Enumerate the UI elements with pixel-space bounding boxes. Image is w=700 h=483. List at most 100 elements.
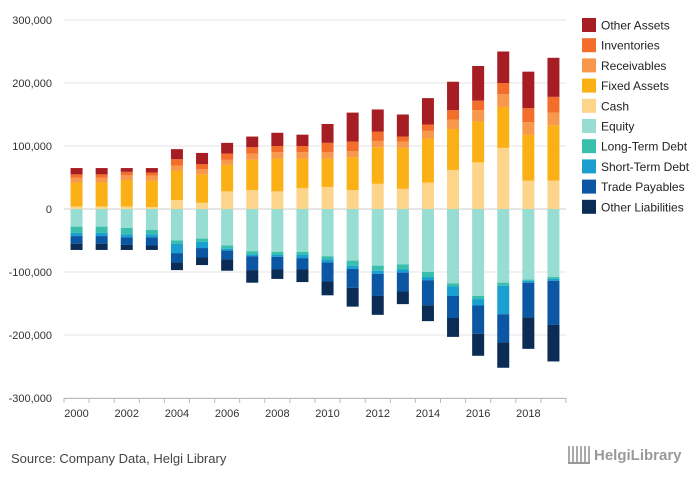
bar-segment <box>396 269 409 273</box>
bar-segment <box>547 280 560 325</box>
bar-segment <box>396 291 409 305</box>
x-tick-label: 2006 <box>215 408 239 420</box>
bar-segment <box>296 269 309 283</box>
bar-segment <box>371 295 384 315</box>
bar-segment <box>346 190 359 209</box>
legend-label: Equity <box>601 120 634 134</box>
bar-segment <box>120 180 133 207</box>
bar-segment <box>447 286 460 296</box>
legend-label: Short-Term Debt <box>601 160 690 174</box>
bar-segment <box>120 168 133 172</box>
bar-segment <box>547 96 560 113</box>
bar-segment <box>145 237 158 246</box>
bar-segment <box>120 171 133 175</box>
bar-segment <box>447 295 460 318</box>
bar-segment <box>221 248 234 251</box>
bar-segment <box>497 94 510 107</box>
bar-segment <box>371 131 384 141</box>
y-tick-label: 300,000 <box>12 15 52 27</box>
bar-segment <box>371 265 384 271</box>
legend-label: Fixed Assets <box>601 79 669 93</box>
x-tick-label: 2000 <box>64 408 88 420</box>
bar-segment <box>196 257 209 266</box>
bar-segment <box>522 279 535 281</box>
bar-segment <box>145 207 158 209</box>
bar-segment <box>371 273 384 296</box>
bar-segment <box>246 209 259 252</box>
bar-segment <box>145 209 158 230</box>
bar-segment <box>145 229 158 235</box>
bar-segment <box>120 234 133 238</box>
bar-segment <box>246 190 259 209</box>
bar-segment <box>472 299 485 306</box>
bar-segment <box>522 209 535 280</box>
bar-segment <box>497 342 510 368</box>
x-tick-label: 2008 <box>265 408 289 420</box>
bar-segment <box>95 168 108 175</box>
legend-item: Equity <box>582 119 634 134</box>
legend: Other Assets Inventories Receivables Fixed … <box>582 18 690 214</box>
bar-segment <box>271 152 284 159</box>
bar-segment <box>321 262 334 282</box>
bar-segment <box>472 295 485 300</box>
legend-item: Long-Term Debt <box>582 139 688 154</box>
bar-segment <box>472 121 485 163</box>
bar-segment <box>296 134 309 146</box>
stacked-bar-chart: -300,000 -200,000 -100,000 0 100,000 200,000 3… <box>9 15 690 420</box>
bar-segment <box>321 259 334 263</box>
bar-segment <box>145 234 158 238</box>
x-tick-label: 2010 <box>315 408 339 420</box>
bar-segment <box>472 65 485 101</box>
bar-segment <box>321 209 334 257</box>
legend-item: Cash <box>582 98 629 113</box>
bar-segment <box>421 277 434 281</box>
bar-segment <box>321 152 334 159</box>
bar-segment <box>346 112 359 142</box>
bar-segment <box>371 183 384 209</box>
bar-segment <box>95 243 108 250</box>
y-tick-label: -100,000 <box>9 267 52 279</box>
y-axis: -300,000 -200,000 -100,000 0 100,000 200,000 3… <box>9 15 52 405</box>
bar-segment <box>170 170 183 201</box>
bar-segment <box>396 141 409 148</box>
bar-segment <box>371 209 384 266</box>
bar-segment <box>396 272 409 292</box>
bar-segment <box>120 174 133 181</box>
bar-segment <box>472 209 485 296</box>
bar-segment <box>221 250 234 260</box>
bar-segment <box>271 146 284 153</box>
gridlines <box>64 19 566 399</box>
bar-segment <box>221 142 234 154</box>
bar-segment <box>296 254 309 259</box>
legend-item: Short-Term Debt <box>582 159 690 174</box>
bar-segment <box>421 209 434 272</box>
y-tick-label: -200,000 <box>9 330 52 342</box>
bar-segment <box>421 138 434 183</box>
bar-segment <box>396 209 409 265</box>
bar-segment <box>497 147 510 209</box>
bar-segment <box>472 100 485 111</box>
bar-segment <box>547 112 560 126</box>
legend-item: Trade Payables <box>582 179 685 194</box>
bar-segment <box>547 180 560 209</box>
bar-segment <box>120 244 133 250</box>
bar-segment <box>447 317 460 337</box>
bar-segment <box>346 260 359 266</box>
legend-swatch <box>582 119 596 133</box>
bar-segment <box>346 287 359 307</box>
bar-segment <box>321 186 334 209</box>
bar-segment <box>246 251 259 255</box>
bar-segment <box>371 147 384 184</box>
legend-label: Other Assets <box>601 19 670 33</box>
bar-segment <box>447 128 460 170</box>
bar-segment <box>497 209 510 283</box>
bar-segment <box>522 71 535 109</box>
bar-segment <box>296 158 309 189</box>
bar-segment <box>296 146 309 153</box>
bar-segment <box>120 206 133 209</box>
bar-segment <box>95 236 108 244</box>
bar-segment <box>95 182 108 207</box>
bar-segment <box>396 147 409 189</box>
bar-segment <box>196 164 209 170</box>
bar-series <box>70 51 560 368</box>
